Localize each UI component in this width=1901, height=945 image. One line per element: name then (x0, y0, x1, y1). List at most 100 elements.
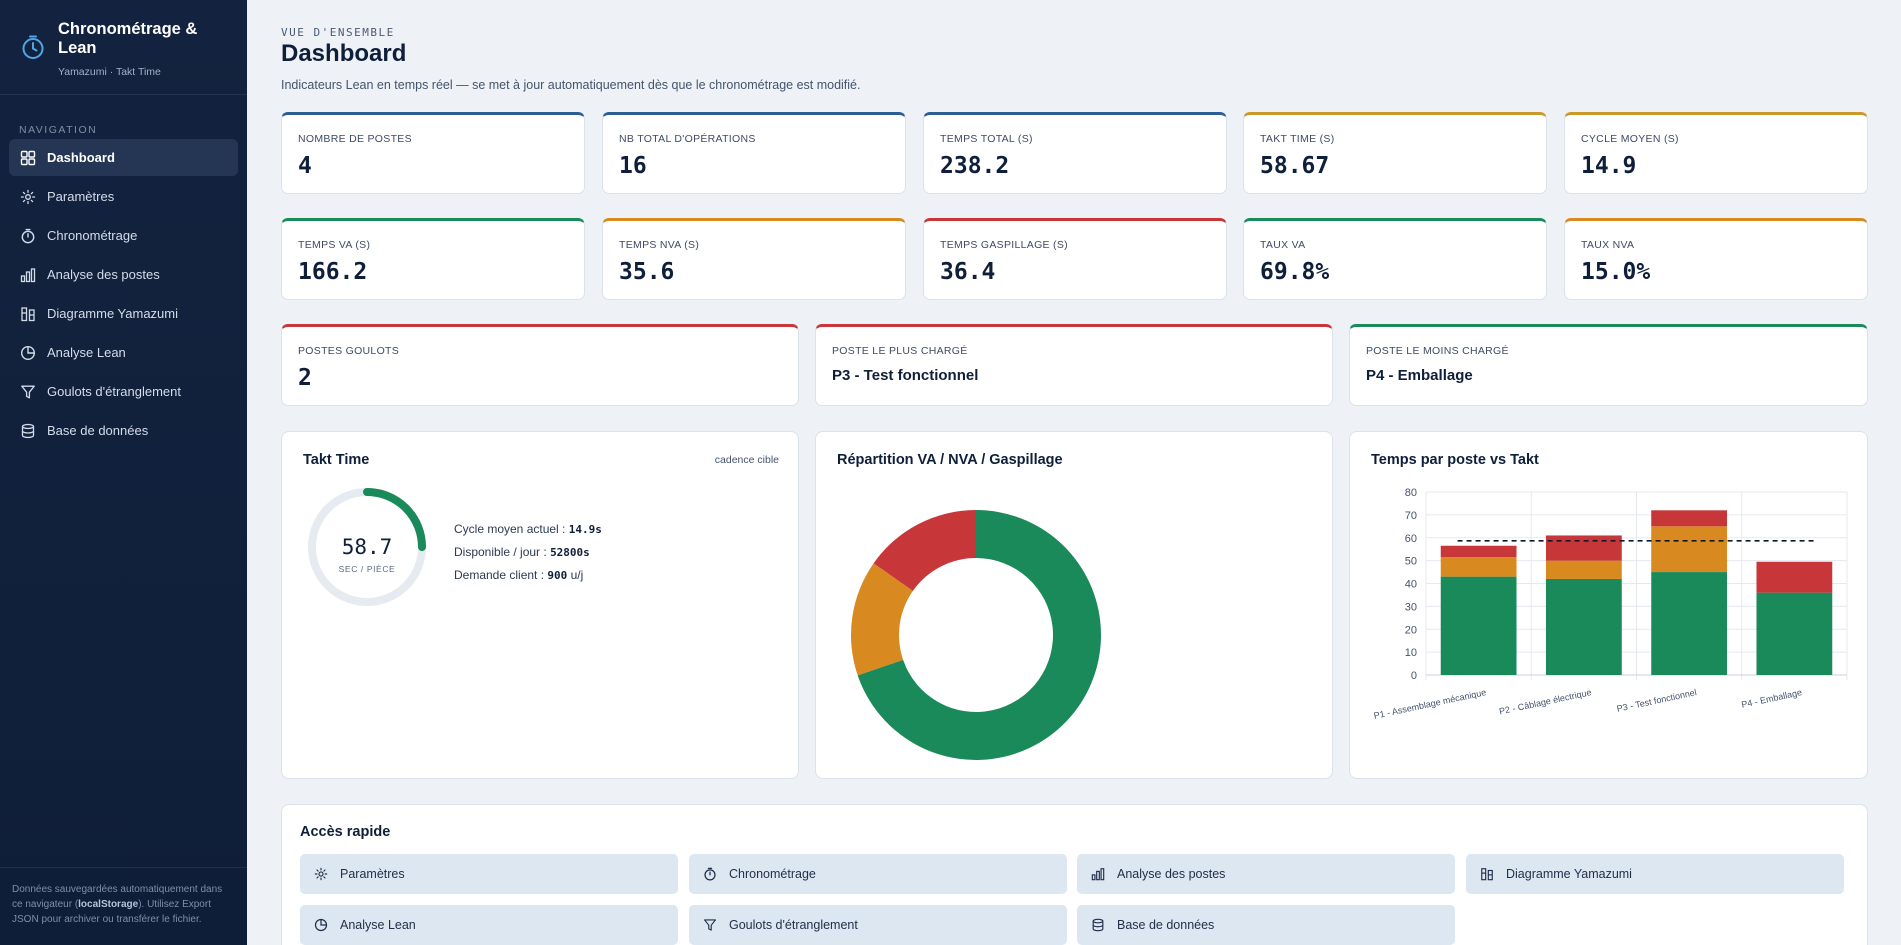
y-tick-label: 20 (1405, 624, 1417, 636)
y-tick-label: 40 (1405, 579, 1417, 591)
sidebar-item-dashboard[interactable]: Dashboard (9, 139, 238, 176)
quick-link-label: Chronométrage (729, 867, 816, 881)
kpi-value: P4 - Emballage (1366, 367, 1473, 384)
x-tick-label: P4 - Emballage (1741, 687, 1803, 710)
storage-note-text: ). Utilisez Export JSON pour archiver ou… (12, 899, 211, 925)
bar-segment (1440, 576, 1517, 675)
quick-link-label: Paramètres (340, 867, 405, 881)
kpi-value: P3 - Test fonctionnel (832, 367, 979, 384)
demande-line: Demande client : 900 u/j (454, 564, 602, 587)
bar-segment (1440, 557, 1517, 577)
quick-link-label: Analyse Lean (340, 918, 416, 932)
donut-slice-gaspillage (873, 510, 976, 591)
x-tick-label: P3 - Test fonctionnel (1616, 687, 1698, 714)
sidebar-item-yamazumi[interactable]: Diagramme Yamazumi (9, 295, 238, 332)
kpi-card-poste-moins-charge: Poste le moins chargé P4 - Emballage (1349, 324, 1868, 406)
quick-link-label: Base de données (1117, 918, 1215, 932)
nav-heading: NAVIGATION (19, 124, 98, 136)
kpi-card-temps-nva: Temps NVA (s) 35.6 (602, 218, 906, 300)
cycle-value: 14.9s (568, 523, 602, 536)
y-tick-label: 30 (1405, 601, 1417, 613)
kpi-card-takt-time: Takt time (s) 58.67 (1243, 112, 1547, 194)
quick-link-yamazumi[interactable]: Diagramme Yamazumi (1466, 854, 1844, 894)
bar-segment (1545, 560, 1622, 579)
kpi-label: Taux NVA (1581, 239, 1635, 251)
kpi-value: 166.2 (298, 259, 368, 285)
kpi-value: 58.67 (1260, 153, 1330, 179)
stopwatch-icon (20, 228, 36, 244)
storage-note-text: Données sauvegardées automatiquement dan… (12, 884, 223, 910)
kpi-label: Taux VA (1260, 239, 1306, 251)
kpi-card-poste-plus-charge: Poste le plus chargé P3 - Test fonctionne… (815, 324, 1333, 406)
quick-link-label: Diagramme Yamazumi (1506, 867, 1632, 881)
sidebar-item-parametres[interactable]: Paramètres (9, 178, 238, 215)
kpi-label: Postes goulots (298, 345, 400, 357)
kpi-card-nombre-postes: Nombre de postes 4 (281, 112, 585, 194)
database-icon (20, 423, 36, 439)
sidebar-item-analyse-lean[interactable]: Analyse Lean (9, 334, 238, 371)
gauge-value: 58.7 (342, 535, 393, 559)
kpi-label: Nb total d'opérations (619, 133, 756, 145)
sidebar-item-goulots[interactable]: Goulots d'étranglement (9, 373, 238, 410)
sidebar-item-label: Chronométrage (47, 228, 138, 243)
sidebar-item-chronometrage[interactable]: Chronométrage (9, 217, 238, 254)
stacked-bars-icon (20, 306, 36, 322)
kpi-value: 69.8% (1260, 259, 1330, 285)
card-title: Temps par poste vs Takt (1371, 452, 1539, 468)
y-tick-label: 70 (1405, 510, 1417, 522)
kpi-card-cycle-moyen: Cycle moyen (s) 14.9 (1564, 112, 1868, 194)
quick-link-parametres[interactable]: Paramètres (300, 854, 678, 894)
quick-link-goulots[interactable]: Goulots d'étranglement (689, 905, 1067, 945)
quick-link-analyse-postes[interactable]: Analyse des postes (1077, 854, 1455, 894)
sidebar-item-label: Paramètres (47, 189, 115, 204)
kpi-value: 14.9 (1581, 153, 1637, 179)
kpi-value: 4 (298, 153, 312, 179)
card-tag: cadence cible (714, 454, 779, 466)
kpi-label: Temps gaspillage (s) (940, 239, 1068, 251)
bar-segment (1440, 545, 1517, 558)
kpi-label: Temps NVA (s) (619, 239, 700, 251)
card-title: Répartition VA / NVA / Gaspillage (837, 452, 1063, 468)
kpi-label: Cycle moyen (s) (1581, 133, 1679, 145)
kpi-label: Nombre de postes (298, 133, 412, 145)
donut-slice-nva (851, 563, 913, 676)
gear-icon (314, 867, 328, 881)
pie-icon (314, 918, 328, 932)
funnel-icon (703, 918, 717, 932)
page-kicker: VUE D'ENSEMBLE (281, 26, 395, 39)
bar-chart-icon (1091, 867, 1105, 881)
bar-segment (1756, 592, 1833, 675)
kpi-card-taux-nva: Taux NVA 15.0% (1564, 218, 1868, 300)
sidebar-item-label: Goulots d'étranglement (47, 384, 182, 399)
quick-link-chronometrage[interactable]: Chronométrage (689, 854, 1067, 894)
database-icon (1091, 918, 1105, 932)
gear-icon (20, 189, 36, 205)
sidebar-item-label: Analyse des postes (47, 267, 160, 282)
stopwatch-logo-icon (22, 35, 44, 59)
donut-slice-va (857, 510, 1101, 760)
quick-link-base-donnees[interactable]: Base de données (1077, 905, 1455, 945)
temps-par-poste-card: Temps par poste vs Takt 0 10 20 30 40 50 60 70 8… (1349, 431, 1868, 779)
sidebar-item-base-donnees[interactable]: Base de données (9, 412, 238, 449)
kpi-card-nb-operations: Nb total d'opérations 16 (602, 112, 906, 194)
main-content: VUE D'ENSEMBLE Dashboard Indicateurs Lea… (247, 0, 1901, 945)
kpi-value: 35.6 (619, 259, 675, 285)
y-tick-label: 10 (1405, 647, 1417, 659)
demande-unit: u/j (570, 568, 584, 582)
kpi-card-postes-goulots: Postes goulots 2 (281, 324, 799, 406)
bar-segment (1651, 510, 1728, 527)
sidebar-item-label: Base de données (47, 423, 149, 438)
quick-link-analyse-lean[interactable]: Analyse Lean (300, 905, 678, 945)
kpi-card-temps-va: Temps VA (s) 166.2 (281, 218, 585, 300)
stacked-bar-chart: 0 10 20 30 40 50 60 70 80 P1 - Assemblage mécaniq… (1373, 487, 1848, 721)
card-title: Accès rapide (300, 824, 391, 840)
sidebar-item-analyse-postes[interactable]: Analyse des postes (9, 256, 238, 293)
kpi-label: Temps total (s) (940, 133, 1033, 145)
dispo-value: 52800s (550, 546, 590, 559)
funnel-icon (20, 384, 36, 400)
demande-label: Demande client : (454, 568, 545, 582)
stacked-bars-icon (1480, 867, 1494, 881)
x-tick-label: P2 - Câblage électrique (1498, 687, 1592, 716)
bar-segment (1756, 561, 1833, 593)
app-subtitle: Yamazumi · Takt Time (58, 66, 161, 78)
